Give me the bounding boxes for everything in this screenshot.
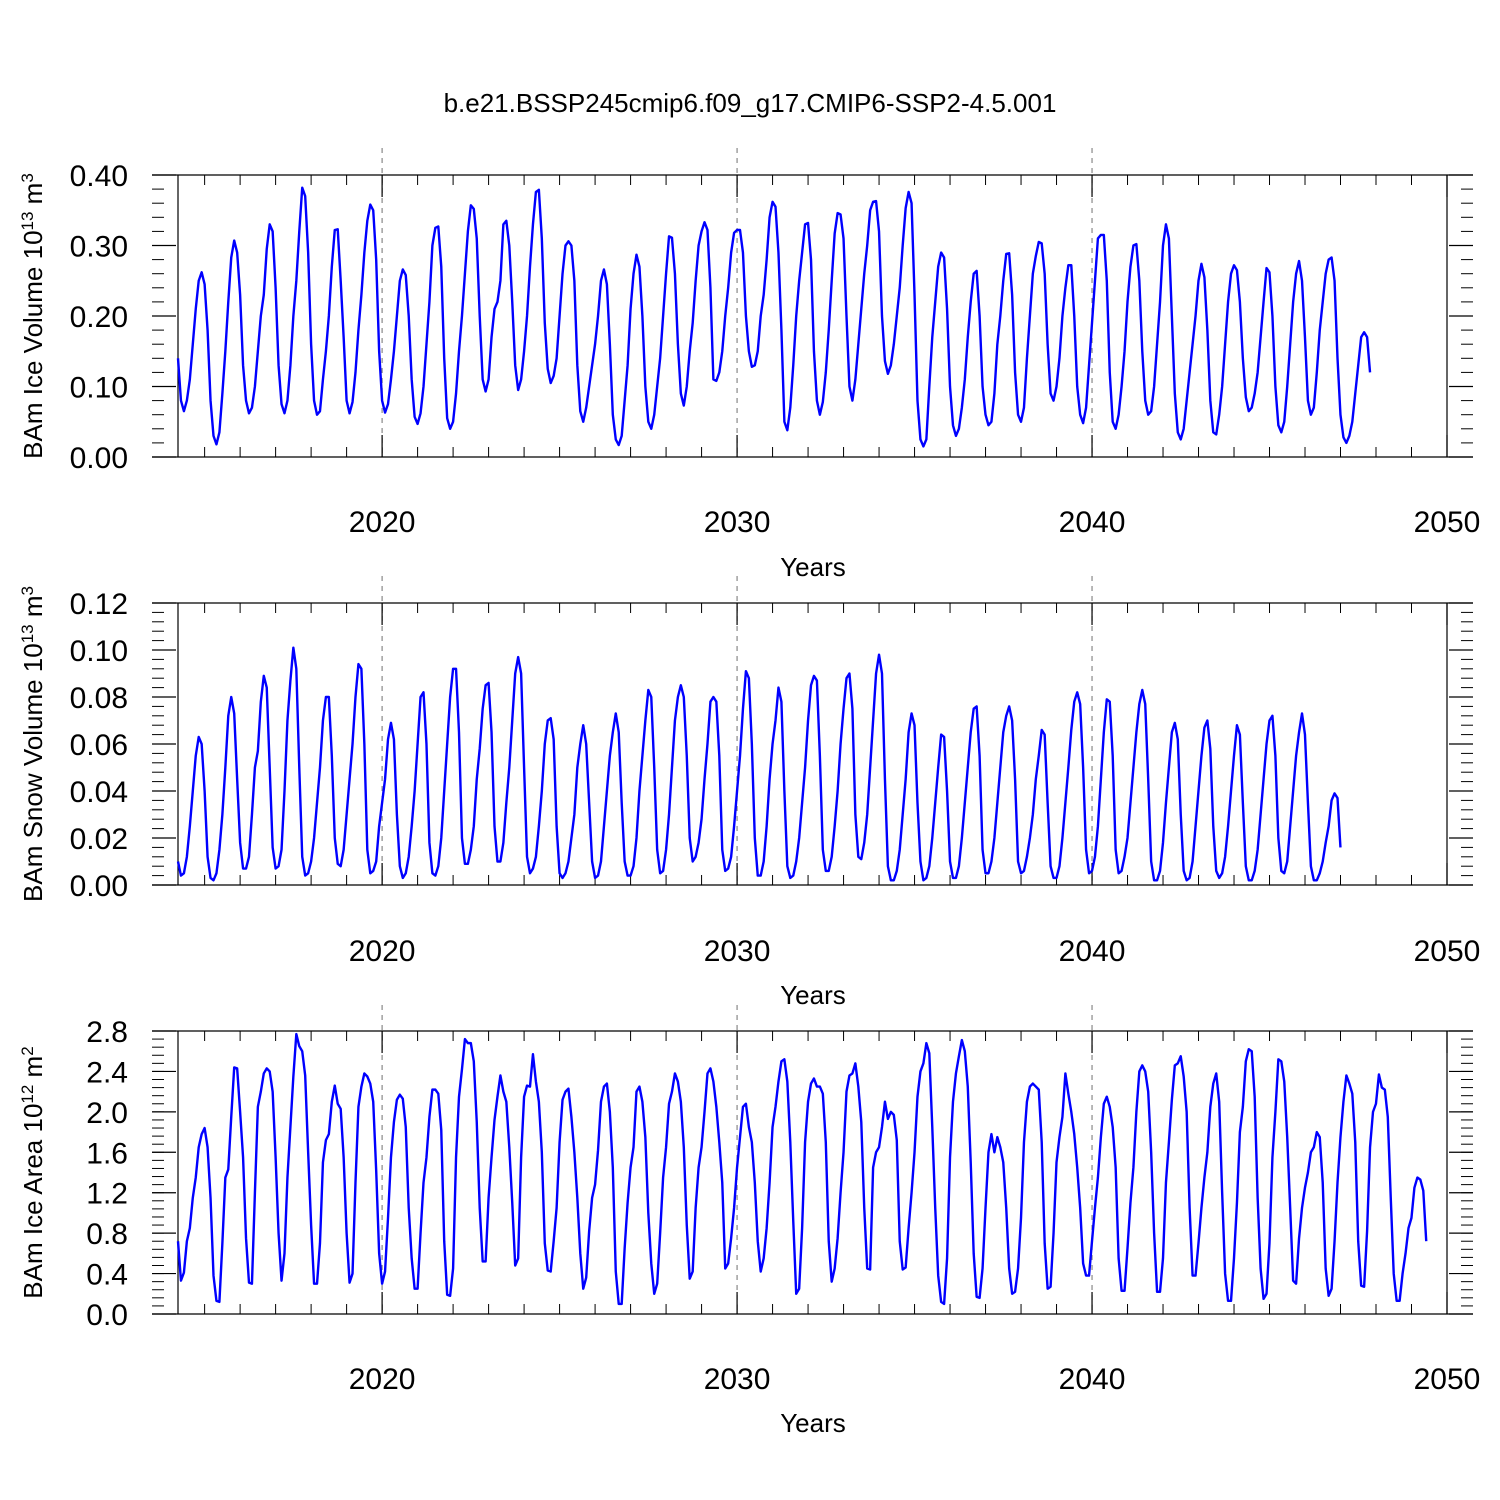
x-tick-label: 2030: [704, 506, 771, 539]
panels: 0.00 0.10 0.20 0.30 0.40 2020 2030 2040 2050 Year…: [18, 148, 1481, 1438]
x-tick-label: 2040: [1059, 1363, 1126, 1396]
chart-panel-1: 0.00 0.10 0.20 0.30 0.40 2020 2030 2040 2050 Year…: [18, 148, 1481, 582]
y-tick-label: 0.4: [86, 1259, 128, 1292]
y-tick-label: 0.00: [70, 870, 128, 903]
series-line: [176, 1032, 1428, 1306]
y-axis-label: BAm Ice Area 1012 m2: [18, 1046, 49, 1298]
x-tick-label: 2050: [1414, 935, 1481, 968]
y-tick-label: 0.10: [70, 372, 128, 405]
x-tick-label: 2040: [1059, 506, 1126, 539]
y-tick-label: 0.8: [86, 1218, 128, 1251]
y-axis-label: BAm Ice Volume 1013 m3: [18, 173, 49, 459]
series-line: [176, 646, 1342, 882]
x-tick-label: 2020: [349, 1363, 416, 1396]
y-tick-label: 0.00: [70, 442, 128, 475]
y-tick-label: 0.08: [70, 682, 128, 715]
y-tick-label: 0.0: [86, 1299, 128, 1332]
y-tick-label: 0.10: [70, 635, 128, 668]
y-tick-label: 2.8: [86, 1016, 128, 1049]
x-tick-label: 2030: [704, 935, 771, 968]
x-axis-label: Years: [780, 980, 846, 1010]
y-axis-label: BAm Snow Volume 1013 m3: [18, 586, 49, 902]
y-tick-label: 0.30: [70, 231, 128, 264]
y-tick-label: 2.4: [86, 1056, 128, 1089]
x-tick-label: 2050: [1414, 1363, 1481, 1396]
x-tick-label: 2040: [1059, 935, 1126, 968]
y-tick-label: 0.20: [70, 301, 128, 334]
chart-panel-3: 0.0 0.4 0.8 1.2 1.6 2.0 2.4 2.8 2020 2030 2040 2050…: [18, 1005, 1481, 1438]
x-tick-label: 2030: [704, 1363, 771, 1396]
y-tick-label: 0.06: [70, 729, 128, 762]
y-tick-label: 2.0: [86, 1097, 128, 1130]
x-axis-label: Years: [780, 552, 846, 582]
series-line: [176, 186, 1372, 448]
y-tick-label: 1.2: [86, 1178, 128, 1211]
x-tick-label: 2050: [1414, 506, 1481, 539]
x-axis-label: Years: [780, 1408, 846, 1438]
chart-panel-2: 0.00 0.02 0.04 0.06 0.08 0.10 0.12 2020 2030 2040…: [18, 576, 1481, 1010]
y-tick-label: 0.40: [70, 160, 128, 193]
y-tick-label: 0.02: [70, 823, 128, 856]
y-tick-label: 0.04: [70, 776, 128, 809]
y-tick-label: 0.12: [70, 588, 128, 621]
y-tick-label: 1.6: [86, 1137, 128, 1170]
figure-title: b.e21.BSSP245cmip6.f09_g17.CMIP6-SSP2-4.…: [444, 88, 1057, 118]
x-tick-label: 2020: [349, 935, 416, 968]
x-tick-label: 2020: [349, 506, 416, 539]
